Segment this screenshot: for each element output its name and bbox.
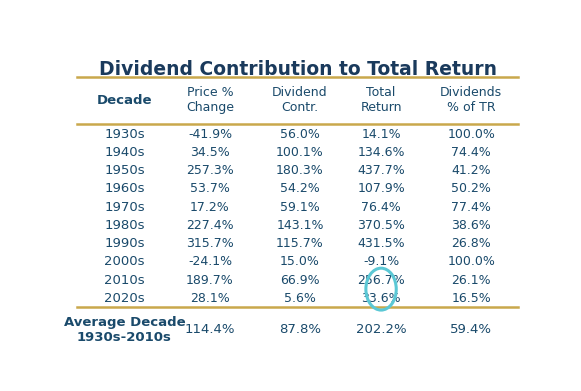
Text: 26.8%: 26.8% [451,237,491,250]
Text: 180.3%: 180.3% [276,164,324,177]
Text: 100.0%: 100.0% [447,255,495,268]
Text: 134.6%: 134.6% [357,146,405,159]
Text: 2020s: 2020s [104,292,145,305]
Text: 34.5%: 34.5% [190,146,230,159]
Text: 54.2%: 54.2% [280,183,320,196]
Text: 26.1%: 26.1% [451,274,491,287]
Text: 1960s: 1960s [104,183,145,196]
Text: 17.2%: 17.2% [190,201,230,213]
Text: 114.4%: 114.4% [185,323,235,336]
Text: 77.4%: 77.4% [451,201,491,213]
Text: 115.7%: 115.7% [276,237,324,250]
Text: 1970s: 1970s [104,201,145,213]
Text: 59.4%: 59.4% [450,323,492,336]
Text: Dividends
% of TR: Dividends % of TR [440,86,502,114]
Text: 38.6%: 38.6% [451,219,491,232]
Text: 107.9%: 107.9% [357,183,405,196]
Text: -41.9%: -41.9% [188,128,232,141]
Text: 1940s: 1940s [104,146,145,159]
Text: 59.1%: 59.1% [280,201,320,213]
Text: Price %
Change: Price % Change [186,86,234,114]
Text: 1930s: 1930s [104,128,145,141]
Text: 315.7%: 315.7% [186,237,234,250]
Text: 257.3%: 257.3% [186,164,234,177]
Text: 1980s: 1980s [104,219,145,232]
Text: 1990s: 1990s [104,237,145,250]
Text: Decade: Decade [96,94,152,107]
Text: 100.1%: 100.1% [276,146,324,159]
Text: 76.4%: 76.4% [361,201,401,213]
Text: -9.1%: -9.1% [363,255,399,268]
Text: 202.2%: 202.2% [356,323,406,336]
Text: 143.1%: 143.1% [276,219,324,232]
Text: 15.0%: 15.0% [280,255,320,268]
Text: 2000s: 2000s [104,255,145,268]
Text: 2010s: 2010s [104,274,145,287]
Text: 74.4%: 74.4% [451,146,491,159]
Text: 189.7%: 189.7% [186,274,234,287]
Text: 87.8%: 87.8% [279,323,321,336]
Text: 5.6%: 5.6% [284,292,316,305]
Text: Dividend Contribution to Total Return: Dividend Contribution to Total Return [99,61,497,79]
Text: 431.5%: 431.5% [357,237,405,250]
Text: Total
Return: Total Return [360,86,402,114]
Text: Dividend
Contr.: Dividend Contr. [272,86,328,114]
Text: 56.0%: 56.0% [280,128,320,141]
Text: 53.7%: 53.7% [190,183,230,196]
Text: 33.6%: 33.6% [361,292,401,305]
Text: 437.7%: 437.7% [357,164,405,177]
Text: 16.5%: 16.5% [451,292,491,305]
Text: 227.4%: 227.4% [186,219,234,232]
Text: 370.5%: 370.5% [357,219,405,232]
Text: 28.1%: 28.1% [190,292,230,305]
Text: -24.1%: -24.1% [188,255,232,268]
Text: Average Decade
1930s-2010s: Average Decade 1930s-2010s [63,316,185,344]
Text: 14.1%: 14.1% [361,128,401,141]
Text: 50.2%: 50.2% [451,183,491,196]
Text: 1950s: 1950s [104,164,145,177]
Text: 256.7%: 256.7% [357,274,405,287]
Text: 100.0%: 100.0% [447,128,495,141]
Text: 66.9%: 66.9% [280,274,320,287]
Text: 41.2%: 41.2% [451,164,491,177]
